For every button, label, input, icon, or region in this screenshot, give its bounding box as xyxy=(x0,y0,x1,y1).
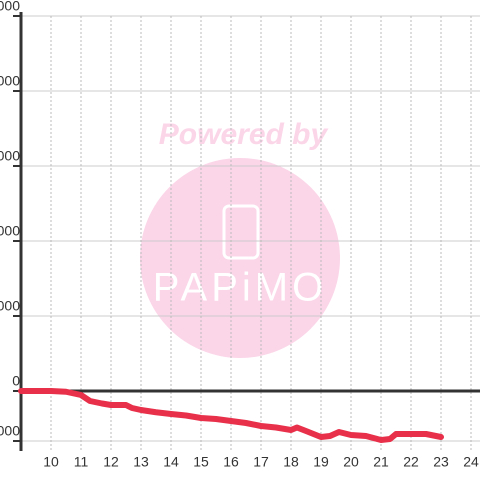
x-tick-label: 10 xyxy=(43,454,59,470)
y-tick-label: 120,000 xyxy=(0,73,20,89)
y-tick-label: 30,000 xyxy=(0,298,20,314)
x-tick-label: 14 xyxy=(163,454,179,470)
x-tick-label: 18 xyxy=(283,454,299,470)
x-tick-label: 15 xyxy=(193,454,209,470)
x-tick-label: 19 xyxy=(313,454,329,470)
x-tick-label: 11 xyxy=(74,454,89,470)
y-tick-label: -20,000 xyxy=(0,423,20,439)
y-tick-label: 0 xyxy=(12,373,20,389)
x-tick-label: 20 xyxy=(343,454,359,470)
y-tick-label: 90,000 xyxy=(0,148,20,164)
y-tick-label: 150,000 xyxy=(0,0,20,14)
x-tick-label: 13 xyxy=(133,454,149,470)
x-tick-label: 12 xyxy=(103,454,119,470)
watermark-logo: PAPiMO xyxy=(153,266,327,310)
y-tick-label: 60,000 xyxy=(0,223,20,239)
data-line xyxy=(18,388,444,443)
x-tick-label: 23 xyxy=(433,454,449,470)
x-tick-label: 24 xyxy=(463,454,479,470)
watermark-title: Powered by xyxy=(159,118,329,151)
watermark: Powered by PAPiMO xyxy=(140,118,340,358)
x-tick-label: 21 xyxy=(373,454,389,470)
x-tick-label: 16 xyxy=(223,454,239,470)
x-tick-label: 22 xyxy=(403,454,419,470)
x-tick-label: 17 xyxy=(253,454,269,470)
